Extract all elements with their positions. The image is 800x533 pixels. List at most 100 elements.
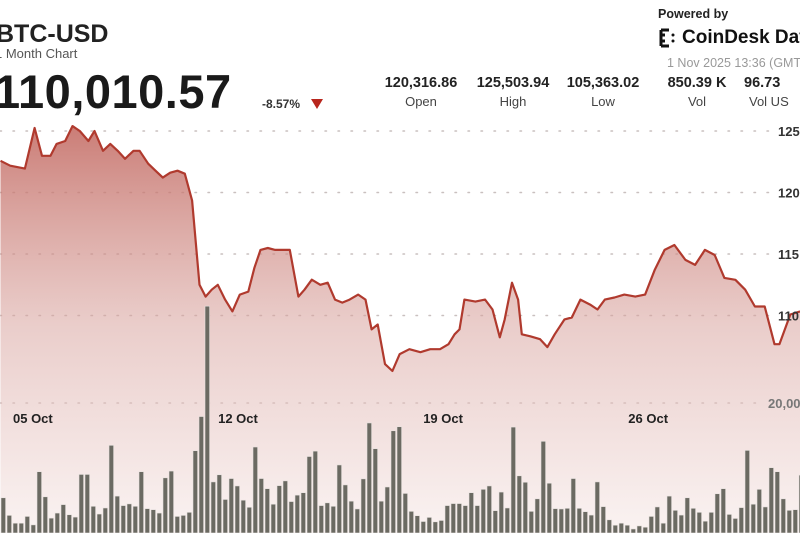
x-axis-label: 26 Oct bbox=[628, 411, 668, 426]
volume-bar bbox=[240, 499, 246, 533]
volume-bar bbox=[396, 426, 402, 533]
volume-bar bbox=[228, 478, 234, 533]
volume-bar bbox=[678, 514, 684, 533]
volume-bar bbox=[144, 508, 150, 533]
volume-bar bbox=[540, 440, 546, 533]
volume-bar bbox=[486, 485, 492, 533]
volume-bar bbox=[348, 500, 354, 533]
price-axis-label: 120 bbox=[778, 186, 800, 201]
volume-bar bbox=[72, 516, 78, 533]
volume-bar bbox=[744, 450, 750, 533]
volume-bar bbox=[276, 485, 282, 533]
volume-bar bbox=[570, 478, 576, 533]
volume-bar bbox=[624, 524, 630, 533]
ticker-symbol: BTC-USD bbox=[0, 20, 109, 48]
volume-bar bbox=[654, 506, 660, 533]
volume-bar bbox=[558, 508, 564, 533]
volume-bar bbox=[168, 470, 174, 533]
volume-bar bbox=[738, 507, 744, 533]
volume-bar bbox=[468, 492, 474, 533]
volume-bar bbox=[258, 478, 264, 533]
stat-label: Vol US bbox=[749, 94, 789, 109]
volume-bar bbox=[774, 471, 780, 533]
volume-bar bbox=[54, 512, 60, 533]
stat-label: Low bbox=[591, 94, 615, 109]
stat-label: Open bbox=[405, 94, 437, 109]
powered-by-label: Powered by bbox=[658, 7, 729, 21]
volume-bar bbox=[294, 494, 300, 533]
coindesk-data-logo[interactable]: CoinDesk Data bbox=[658, 27, 800, 49]
volume-bar bbox=[234, 485, 240, 533]
volume-bar bbox=[414, 515, 420, 533]
volume-bar bbox=[0, 497, 6, 533]
volume-bar bbox=[336, 464, 342, 533]
volume-bar bbox=[264, 488, 270, 533]
stat-value: 125,503.94 bbox=[476, 75, 550, 91]
volume-bar bbox=[222, 499, 228, 533]
volume-bar bbox=[156, 512, 162, 533]
volume-bar bbox=[528, 511, 534, 533]
volume-bar bbox=[186, 512, 192, 533]
volume-axis-label: 20,00 bbox=[768, 396, 800, 411]
volume-bar bbox=[462, 505, 468, 533]
volume-bar bbox=[360, 478, 366, 533]
volume-bar bbox=[594, 481, 600, 533]
volume-bar bbox=[636, 525, 642, 533]
volume-bar bbox=[714, 493, 720, 533]
volume-bar bbox=[672, 510, 678, 533]
volume-bar bbox=[48, 517, 54, 533]
volume-bar bbox=[522, 481, 528, 533]
volume-bar bbox=[78, 474, 84, 533]
volume-bar bbox=[198, 416, 204, 533]
price-line bbox=[0, 125, 800, 373]
volume-bar bbox=[60, 504, 66, 533]
volume-bar bbox=[690, 507, 696, 533]
volume-bar bbox=[474, 505, 480, 533]
volume-bar bbox=[18, 522, 24, 533]
volume-bar bbox=[600, 506, 606, 533]
volume-bar bbox=[726, 514, 732, 533]
volume-bar bbox=[6, 515, 12, 533]
down-triangle-icon bbox=[311, 99, 323, 109]
volume-bar bbox=[246, 506, 252, 533]
logo-text: CoinDesk Data bbox=[682, 27, 800, 48]
stat-value: 120,316.86 bbox=[384, 75, 458, 91]
volume-bar bbox=[732, 518, 738, 533]
volume-bar bbox=[324, 502, 330, 533]
price-axis-label: 110 bbox=[778, 309, 799, 324]
volume-bar bbox=[696, 512, 702, 533]
volume-bar bbox=[552, 508, 558, 533]
volume-bar bbox=[516, 475, 522, 533]
volume-bar bbox=[756, 489, 762, 533]
volume-bar bbox=[702, 520, 708, 533]
stat-label: High bbox=[499, 94, 527, 109]
volume-bar bbox=[564, 507, 570, 533]
volume-bar bbox=[588, 514, 594, 533]
volume-bar bbox=[318, 505, 324, 533]
volume-bar bbox=[666, 495, 672, 533]
volume-bar bbox=[306, 456, 312, 533]
volume-bar bbox=[210, 481, 216, 533]
stat-open: 120,316.86 Open bbox=[371, 75, 471, 109]
volume-bar bbox=[384, 486, 390, 533]
volume-bar bbox=[660, 522, 666, 533]
volume-bar bbox=[312, 450, 318, 533]
volume-bar bbox=[96, 513, 102, 533]
volume-bar bbox=[432, 521, 438, 533]
volume-bar bbox=[288, 501, 294, 533]
volume-bar bbox=[84, 474, 90, 533]
volume-bar bbox=[66, 514, 72, 533]
volume-bar bbox=[582, 511, 588, 533]
volume-bar bbox=[114, 495, 120, 533]
timestamp: 1 Nov 2025 13:36 (GMT bbox=[667, 56, 800, 70]
volume-bar bbox=[216, 474, 222, 533]
stat-vol: 850.39 K Vol bbox=[647, 75, 747, 109]
volume-bar bbox=[342, 484, 348, 533]
volume-bar bbox=[36, 471, 42, 533]
volume-bar bbox=[606, 519, 612, 533]
volume-bar bbox=[492, 510, 498, 533]
volume-bar bbox=[408, 511, 414, 533]
volume-bar bbox=[282, 480, 288, 533]
volume-bar bbox=[510, 426, 516, 533]
